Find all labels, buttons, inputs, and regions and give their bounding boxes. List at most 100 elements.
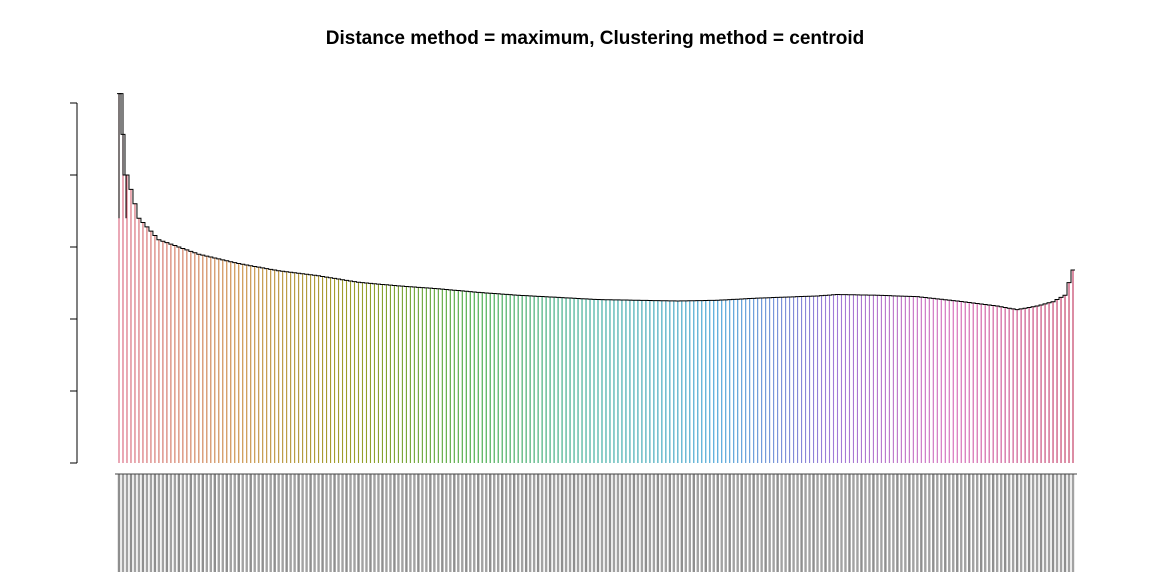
leaf-label-mark: [217, 474, 220, 572]
leaf-label-mark: [796, 474, 799, 572]
leaf-label-mark: [596, 474, 600, 572]
leaf-label-mark: [576, 474, 580, 572]
leaf-label-mark: [401, 474, 404, 572]
leaf-label-mark: [337, 474, 340, 572]
leaf-label-mark: [189, 474, 193, 572]
leaf-label-mark: [197, 474, 201, 572]
leaf-label-mark: [1023, 474, 1027, 572]
leaf-label-mark: [995, 474, 999, 572]
leaf-label-mark: [616, 474, 620, 572]
leaf-label-mark: [516, 474, 520, 572]
leaf-label-mark: [245, 474, 248, 572]
leaf-label-mark: [289, 474, 292, 572]
leaf-label-mark: [536, 474, 540, 572]
leaf-label-mark: [524, 474, 528, 572]
leaf-label-mark: [504, 474, 508, 572]
leaf-label-mark: [409, 474, 412, 572]
leaf-label-mark: [508, 474, 512, 572]
leaf-label-mark: [716, 474, 719, 572]
leaf-label-mark: [481, 474, 484, 572]
leaf-label-mark: [457, 474, 460, 572]
leaf-label-mark: [1071, 474, 1075, 572]
leaf-label-mark: [1035, 474, 1039, 572]
leaf-label-mark: [353, 474, 356, 572]
leaf-label-mark: [928, 474, 931, 572]
leaf-label-mark: [473, 474, 476, 572]
leaf-label-mark: [125, 474, 129, 572]
leaf-label-mark: [321, 474, 324, 572]
leaf-label-mark: [688, 474, 692, 572]
leaf-label-mark: [600, 474, 604, 572]
leaf-label-mark: [888, 474, 891, 572]
leaf-label-mark: [397, 474, 400, 572]
leaf-label-mark: [896, 474, 899, 572]
leaf-label-mark: [121, 474, 125, 572]
leaf-label-mark: [832, 474, 835, 572]
leaf-label-mark: [297, 474, 300, 572]
leaf-label-mark: [313, 474, 316, 572]
leaf-label-mark: [369, 474, 372, 572]
leaf-label-mark: [872, 474, 875, 572]
leaf-label-mark: [1047, 474, 1051, 572]
leaf-label-mark: [572, 474, 576, 572]
leaf-label-mark: [413, 474, 416, 572]
leaf-label-mark: [149, 474, 153, 572]
leaf-label-mark: [253, 474, 256, 572]
leaf-label-mark: [932, 474, 935, 572]
leaf-label-mark: [924, 474, 927, 572]
leaf-label-mark: [876, 474, 879, 572]
leaf-label-mark: [568, 474, 572, 572]
leaf-label-mark: [293, 474, 296, 572]
leaf-label-mark: [493, 474, 496, 572]
leaf-label-mark: [812, 474, 815, 572]
leaf-label-mark: [269, 474, 272, 572]
leaf-label-mark: [856, 474, 859, 572]
leaf-label-mark: [979, 474, 983, 572]
leaf-label-mark: [991, 474, 995, 572]
leaf-label-mark: [780, 474, 783, 572]
leaf-label-mark: [664, 474, 668, 572]
leaf-label-mark: [229, 474, 232, 572]
leaf-label-mark: [840, 474, 843, 572]
leaf-label-mark: [816, 474, 819, 572]
leaf-label-mark: [345, 474, 348, 572]
leaf-label-mark: [469, 474, 472, 572]
leaf-label-mark: [860, 474, 863, 572]
leaf-label-mark: [848, 474, 851, 572]
leaf-label-mark: [584, 474, 588, 572]
leaf-label-mark: [532, 474, 536, 572]
leaf-label-mark: [604, 474, 608, 572]
leaf-label-mark: [433, 474, 436, 572]
leaf-label-mark: [608, 474, 612, 572]
leaf-label-mark: [644, 474, 648, 572]
leaf-label-mark: [792, 474, 795, 572]
leaf-label-mark: [329, 474, 332, 572]
leaf-label-mark: [213, 474, 216, 572]
leaf-label-mark: [173, 474, 177, 572]
leaf-label-mark: [365, 474, 368, 572]
leaf-label-mark: [552, 474, 556, 572]
leaf-label-mark: [165, 474, 169, 572]
leaf-label-mark: [948, 474, 951, 572]
leaf-label-mark: [588, 474, 592, 572]
leaf-label-mark: [181, 474, 185, 572]
chart-title: Distance method = maximum, Clustering me…: [325, 28, 865, 49]
leaf-label-mark: [676, 474, 680, 572]
leaf-label-mark: [736, 474, 739, 572]
leaf-label-mark: [221, 474, 224, 572]
leaf-label-mark: [281, 474, 284, 572]
leaf-label-mark: [1007, 474, 1011, 572]
leaf-label-mark: [760, 474, 763, 572]
leaf-label-mark: [668, 474, 672, 572]
leaf-label-mark: [880, 474, 883, 572]
leaf-label-mark: [385, 474, 388, 572]
leaf-label-mark: [968, 474, 971, 572]
leaf-label-mark: [1055, 474, 1059, 572]
leaf-label-mark: [700, 474, 703, 572]
leaf-label-mark: [776, 474, 779, 572]
leaf-label-mark: [201, 474, 205, 572]
leaf-label-mark: [1011, 474, 1015, 572]
leaf-label-mark: [477, 474, 480, 572]
leaf-label-mark: [520, 474, 524, 572]
leaf-label-mark: [564, 474, 568, 572]
